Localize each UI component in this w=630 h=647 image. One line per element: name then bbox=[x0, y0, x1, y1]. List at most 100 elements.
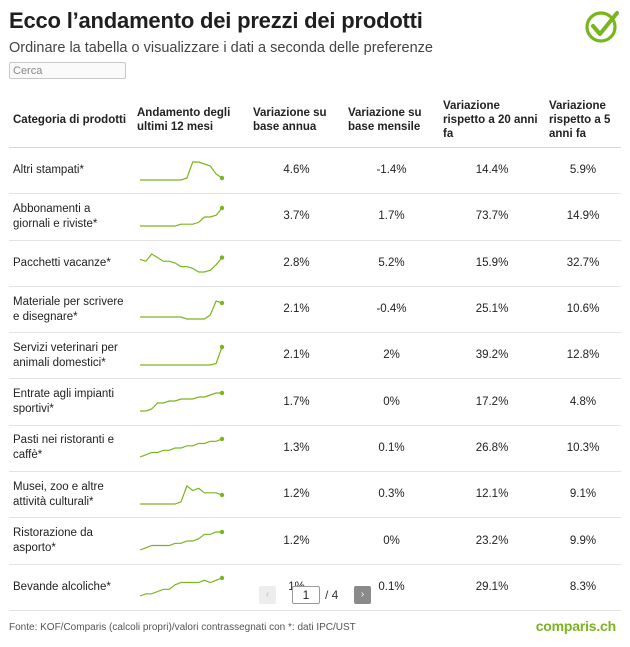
brand-logo: comparis.ch bbox=[535, 618, 616, 634]
cell-5y: 12.8% bbox=[545, 332, 621, 380]
check-circle-icon bbox=[585, 11, 619, 43]
source-note: Fonte: KOF/Comparis (calcoli propri)/val… bbox=[9, 622, 356, 633]
cell-yoy: 1.2% bbox=[249, 517, 344, 565]
cell-mom: 1.7% bbox=[344, 193, 439, 241]
chevron-right-icon[interactable]: › bbox=[354, 586, 371, 604]
sparkline-path bbox=[140, 484, 223, 505]
search-input[interactable] bbox=[9, 62, 126, 79]
cell-20y: 29.1% bbox=[439, 564, 545, 611]
sparkline bbox=[140, 344, 225, 366]
column-header-5y[interactable]: Variazione rispetto a 5 anni fa bbox=[545, 92, 621, 148]
sparkline-endpoint bbox=[219, 300, 225, 305]
cell-category: Bevande alcoliche* bbox=[9, 564, 133, 611]
cell-trend bbox=[133, 332, 249, 380]
cell-category: Altri stampati* bbox=[9, 147, 133, 195]
cell-20y: 15.9% bbox=[439, 240, 545, 287]
table-header-row: Categoria di prodotti Andamento degli ul… bbox=[9, 92, 621, 148]
cell-trend bbox=[133, 517, 249, 565]
cell-mom: 0% bbox=[344, 517, 439, 565]
cell-category: Musei, zoo e altre attività culturali* bbox=[9, 471, 133, 519]
cell-20y: 12.1% bbox=[439, 471, 545, 519]
cell-mom: 0.1% bbox=[344, 425, 439, 473]
cell-5y: 4.8% bbox=[545, 378, 621, 426]
sparkline-path bbox=[139, 531, 222, 551]
cell-yoy: 2.1% bbox=[249, 332, 344, 380]
column-header-category[interactable]: Categoria di prodotti bbox=[9, 92, 133, 148]
cell-trend bbox=[133, 286, 249, 334]
pagination: ‹ 1 / 4 › bbox=[0, 586, 630, 604]
cell-trend bbox=[133, 378, 249, 426]
sparkline bbox=[140, 161, 225, 181]
cell-category: Abbonamenti a giornali e riviste* bbox=[9, 193, 133, 241]
cell-mom: -0.4% bbox=[344, 286, 439, 334]
sparkline-path bbox=[139, 438, 223, 458]
table-row: Materiale per scrivere e disegnare* 2.1% -… bbox=[9, 286, 621, 334]
cell-5y: 10.6% bbox=[545, 286, 621, 334]
sparkline-endpoint bbox=[219, 576, 225, 581]
cell-20y: 25.1% bbox=[439, 286, 545, 334]
cell-yoy: 1.2% bbox=[249, 471, 344, 519]
sparkline-path bbox=[140, 346, 223, 366]
sparkline bbox=[139, 437, 225, 458]
cell-yoy: 1.3% bbox=[249, 425, 344, 473]
cell-category: Pacchetti vacanze* bbox=[9, 240, 133, 287]
cell-5y: 9.1% bbox=[545, 471, 621, 519]
sparkline bbox=[140, 390, 225, 412]
cell-category: Entrate agli impianti sportivi* bbox=[9, 378, 133, 426]
cell-yoy: 4.6% bbox=[249, 147, 344, 195]
column-header-trend: Andamento degli ultimi 12 mesi bbox=[133, 92, 249, 148]
table-row: Ristorazione da asporto* 1.2% 0% 23.2% 9.9% bbox=[9, 517, 621, 565]
sparkline-endpoint bbox=[219, 205, 225, 211]
sparkline-path bbox=[139, 253, 223, 273]
cell-20y: 39.2% bbox=[439, 332, 545, 380]
page-title: Ecco l’andamento dei prezzi dei prodotti bbox=[9, 8, 423, 33]
column-header-yoy[interactable]: Variazione su base annua bbox=[249, 92, 344, 148]
table-row: Abbonamenti a giornali e riviste* 3.7% 1.7… bbox=[9, 193, 621, 241]
cell-20y: 26.8% bbox=[439, 425, 545, 473]
column-header-20y[interactable]: Variazione rispetto a 20 anni fa bbox=[439, 92, 545, 148]
table-row: Servizi veterinari per animali domestici… bbox=[9, 332, 621, 380]
sparkline-endpoint bbox=[219, 344, 225, 350]
cell-yoy: 1.7% bbox=[249, 378, 344, 426]
cell-mom: 5.2% bbox=[344, 240, 439, 287]
cell-trend bbox=[133, 471, 249, 519]
cell-yoy: 2.8% bbox=[249, 240, 344, 287]
sparkline-endpoint bbox=[219, 175, 225, 180]
cell-category: Servizi veterinari per animali domestici… bbox=[9, 332, 133, 380]
cell-trend bbox=[133, 564, 249, 611]
sparkline-endpoint bbox=[219, 390, 225, 396]
cell-trend bbox=[133, 240, 249, 287]
cell-trend bbox=[133, 425, 249, 473]
column-header-mom[interactable]: Variazione su base mensile bbox=[344, 92, 439, 148]
price-table: Categoria di prodotti Andamento degli ul… bbox=[9, 92, 621, 611]
cell-mom: 2% bbox=[344, 332, 439, 380]
sparkline-path bbox=[140, 207, 223, 227]
table-row: Altri stampati* 4.6% -1.4% 14.4% 5.9% bbox=[9, 147, 621, 195]
sparkline bbox=[139, 253, 225, 273]
sparkline-path bbox=[140, 392, 222, 412]
page-total: / 4 bbox=[325, 588, 339, 602]
cell-trend bbox=[133, 193, 249, 241]
cell-20y: 73.7% bbox=[439, 193, 545, 241]
cell-category: Pasti nei ristoranti e caffè* bbox=[9, 425, 133, 473]
cell-5y: 14.9% bbox=[545, 193, 621, 241]
cell-5y: 8.3% bbox=[545, 564, 621, 611]
cell-5y: 10.3% bbox=[545, 425, 621, 473]
cell-20y: 23.2% bbox=[439, 517, 545, 565]
cell-mom: 0.3% bbox=[344, 471, 439, 519]
chevron-left-icon[interactable]: ‹ bbox=[259, 586, 276, 604]
cell-mom: 0% bbox=[344, 378, 439, 426]
cell-5y: 9.9% bbox=[545, 517, 621, 565]
table-row: Entrate agli impianti sportivi* 1.7% 0% 17.… bbox=[9, 378, 621, 426]
sparkline bbox=[139, 576, 225, 597]
sparkline-path bbox=[140, 161, 223, 181]
table-row: Pasti nei ristoranti e caffè* 1.3% 0.1% 26.… bbox=[9, 425, 621, 473]
sparkline bbox=[140, 299, 225, 320]
cell-yoy: 3.7% bbox=[249, 193, 344, 241]
page-number-input[interactable]: 1 bbox=[292, 586, 320, 604]
cell-category: Materiale per scrivere e disegnare* bbox=[9, 286, 133, 334]
cell-20y: 14.4% bbox=[439, 147, 545, 195]
table-row: Pacchetti vacanze* 2.8% 5.2% 15.9% 32.7% bbox=[9, 240, 621, 287]
page-subtitle: Ordinare la tabella o visualizzare i dat… bbox=[9, 40, 433, 56]
sparkline bbox=[139, 529, 225, 551]
